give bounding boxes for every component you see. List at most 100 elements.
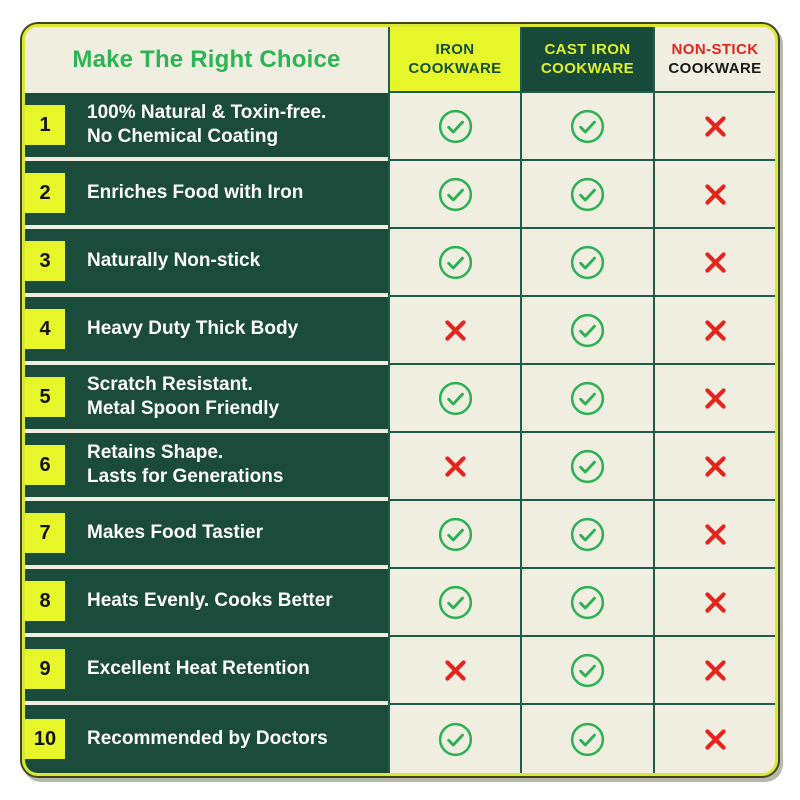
column-header-iron: IRON COOKWARE	[388, 27, 520, 93]
value-cell-iron	[388, 705, 520, 773]
row-number-badge: 8	[25, 581, 65, 621]
value-cell-cast-iron	[520, 569, 653, 637]
feature-cell: 4 Heavy Duty Thick Body	[25, 297, 388, 365]
feature-label: Recommended by Doctors	[87, 727, 328, 751]
value-cell-iron	[388, 161, 520, 229]
row-number-badge: 6	[25, 445, 65, 485]
table-title: Make The Right Choice	[72, 46, 341, 73]
check-icon	[570, 381, 605, 415]
row-number-badge: 3	[25, 241, 65, 281]
cross-icon	[704, 183, 726, 205]
cross-icon	[444, 319, 466, 341]
value-cell-iron	[388, 93, 520, 161]
feature-cell: 6 Retains Shape. Lasts for Generations	[25, 433, 388, 501]
column-header-iron-line2: COOKWARE	[408, 60, 502, 77]
column-header-cast-iron-line1: CAST IRON	[544, 40, 631, 58]
value-cell-non-stick	[653, 365, 775, 433]
check-icon	[570, 585, 605, 619]
check-icon	[570, 722, 605, 756]
value-cell-non-stick	[653, 93, 775, 161]
check-icon	[570, 109, 605, 143]
value-cell-non-stick	[653, 501, 775, 569]
value-cell-non-stick	[653, 569, 775, 637]
row-number-badge: 1	[25, 105, 65, 145]
value-cell-iron	[388, 297, 520, 365]
cross-icon	[704, 319, 726, 341]
check-icon	[438, 109, 472, 143]
feature-label-line: Heats Evenly. Cooks Better	[87, 589, 333, 611]
check-icon	[438, 381, 472, 415]
value-cell-cast-iron	[520, 501, 653, 569]
feature-label-line: Excellent Heat Retention	[87, 657, 310, 679]
check-icon	[570, 653, 605, 687]
feature-label: Enriches Food with Iron	[87, 181, 303, 205]
value-cell-cast-iron	[520, 297, 653, 365]
cross-icon	[704, 387, 726, 409]
feature-cell: 2 Enriches Food with Iron	[25, 161, 388, 229]
column-header-non-stick-line2: COOKWARE	[668, 60, 762, 77]
check-icon	[570, 517, 605, 551]
feature-label: Scratch Resistant. Metal Spoon Friendly	[87, 373, 279, 422]
value-cell-iron	[388, 365, 520, 433]
feature-label: 100% Natural & Toxin-free. No Chemical Co…	[87, 101, 326, 150]
feature-label-line: Retains Shape.	[87, 441, 224, 463]
value-cell-non-stick	[653, 637, 775, 705]
value-cell-iron	[388, 569, 520, 637]
cross-icon	[444, 659, 466, 681]
value-cell-iron	[388, 433, 520, 501]
column-header-non-stick-line1: NON-STICK	[671, 40, 759, 58]
value-cell-cast-iron	[520, 229, 653, 297]
feature-label-line: Lasts for Generations	[87, 466, 284, 487]
feature-label: Makes Food Tastier	[87, 521, 263, 545]
feature-label-line: Recommended by Doctors	[87, 727, 328, 749]
feature-label-line: Metal Spoon Friendly	[87, 398, 280, 419]
feature-label-line: Naturally Non-stick	[87, 249, 261, 271]
value-cell-non-stick	[653, 161, 775, 229]
feature-cell: 1 100% Natural & Toxin-free. No Chemical C…	[25, 93, 388, 161]
value-cell-iron	[388, 501, 520, 569]
feature-label: Naturally Non-stick	[87, 249, 260, 273]
feature-label-line: Scratch Resistant.	[87, 373, 253, 395]
comparison-table: Make The Right Choice IRON COOKWARE CAST…	[25, 27, 775, 773]
column-header-cast-iron: CAST IRON COOKWARE	[520, 27, 653, 93]
feature-cell: 5 Scratch Resistant. Metal Spoon Friendly	[25, 365, 388, 433]
value-cell-iron	[388, 637, 520, 705]
row-number-badge: 7	[25, 513, 65, 553]
feature-label: Retains Shape. Lasts for Generations	[87, 441, 283, 490]
check-icon	[570, 245, 605, 279]
feature-cell: 10 Recommended by Doctors	[25, 705, 388, 773]
column-header-iron-line1: IRON	[435, 40, 475, 58]
row-number-badge: 5	[25, 377, 65, 417]
check-icon	[438, 245, 472, 279]
feature-label: Heats Evenly. Cooks Better	[87, 589, 333, 613]
feature-cell: 3 Naturally Non-stick	[25, 229, 388, 297]
comparison-table-card: Make The Right Choice IRON COOKWARE CAST…	[22, 24, 778, 776]
value-cell-cast-iron	[520, 93, 653, 161]
value-cell-cast-iron	[520, 161, 653, 229]
feature-cell: 7 Makes Food Tastier	[25, 501, 388, 569]
cross-icon	[704, 591, 726, 613]
feature-label: Heavy Duty Thick Body	[87, 317, 298, 341]
feature-cell: 9 Excellent Heat Retention	[25, 637, 388, 705]
check-icon	[570, 177, 605, 211]
value-cell-iron	[388, 229, 520, 297]
check-icon	[438, 585, 472, 619]
feature-label-line: Makes Food Tastier	[87, 521, 263, 543]
value-cell-cast-iron	[520, 705, 653, 773]
cross-icon	[704, 455, 726, 477]
row-number-badge: 4	[25, 309, 65, 349]
check-icon	[438, 177, 472, 211]
column-header-non-stick: NON-STICK COOKWARE	[653, 27, 775, 93]
feature-cell: 8 Heats Evenly. Cooks Better	[25, 569, 388, 637]
feature-label-line: Enriches Food with Iron	[87, 181, 304, 203]
cross-icon	[704, 251, 726, 273]
value-cell-cast-iron	[520, 637, 653, 705]
check-icon	[570, 449, 605, 483]
row-number-badge: 10	[25, 719, 65, 759]
feature-label-line: 100% Natural & Toxin-free.	[87, 101, 327, 123]
feature-label-line: No Chemical Coating	[87, 126, 279, 147]
value-cell-non-stick	[653, 297, 775, 365]
table-title-cell: Make The Right Choice	[25, 27, 388, 93]
feature-label-line: Heavy Duty Thick Body	[87, 317, 299, 339]
value-cell-non-stick	[653, 705, 775, 773]
